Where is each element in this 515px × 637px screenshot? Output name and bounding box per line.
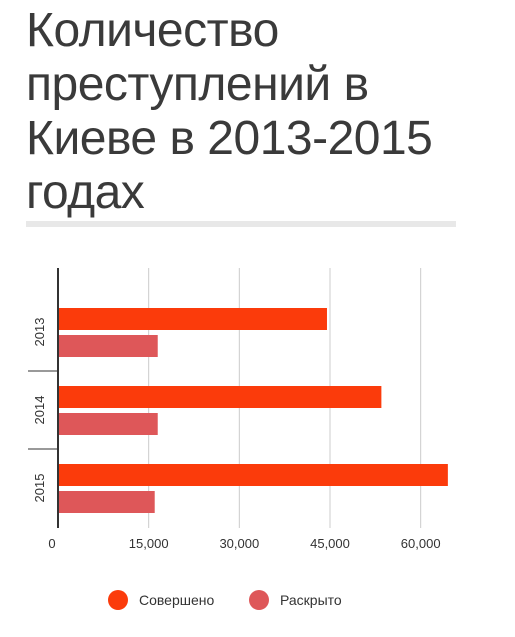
x-tick-label: 0 — [48, 536, 55, 551]
bars — [58, 308, 448, 513]
legend-marker — [249, 590, 269, 610]
category-labels: 2013 2014 2015 — [32, 318, 47, 503]
x-tick-label: 60,000 — [401, 536, 441, 551]
x-tick-label: 30,000 — [219, 536, 259, 551]
axes — [28, 268, 59, 528]
x-tick-label: 45,000 — [310, 536, 350, 551]
bar-Совершено-2015 — [58, 464, 448, 486]
bar-Совершено-2014 — [58, 386, 382, 408]
legend-label: Совершено — [139, 592, 214, 608]
legend: Совершено Раскрыто — [108, 590, 342, 610]
chart-title: Количество преступлений в Киеве в 2013-2… — [26, 4, 433, 219]
x-tick-labels: 0 15,000 30,000 45,000 60,000 — [48, 536, 440, 551]
category-label: 2013 — [32, 318, 47, 347]
x-tick-label: 15,000 — [129, 536, 169, 551]
category-label: 2015 — [32, 474, 47, 503]
legend-marker — [108, 590, 128, 610]
legend-label: Раскрыто — [280, 592, 342, 608]
title-divider — [26, 221, 456, 227]
bar-Раскрыто-2015 — [58, 491, 155, 513]
bar-Совершено-2013 — [58, 308, 327, 330]
category-label: 2014 — [32, 396, 47, 425]
bar-Раскрыто-2014 — [58, 413, 158, 435]
bar-Раскрыто-2013 — [58, 335, 158, 357]
